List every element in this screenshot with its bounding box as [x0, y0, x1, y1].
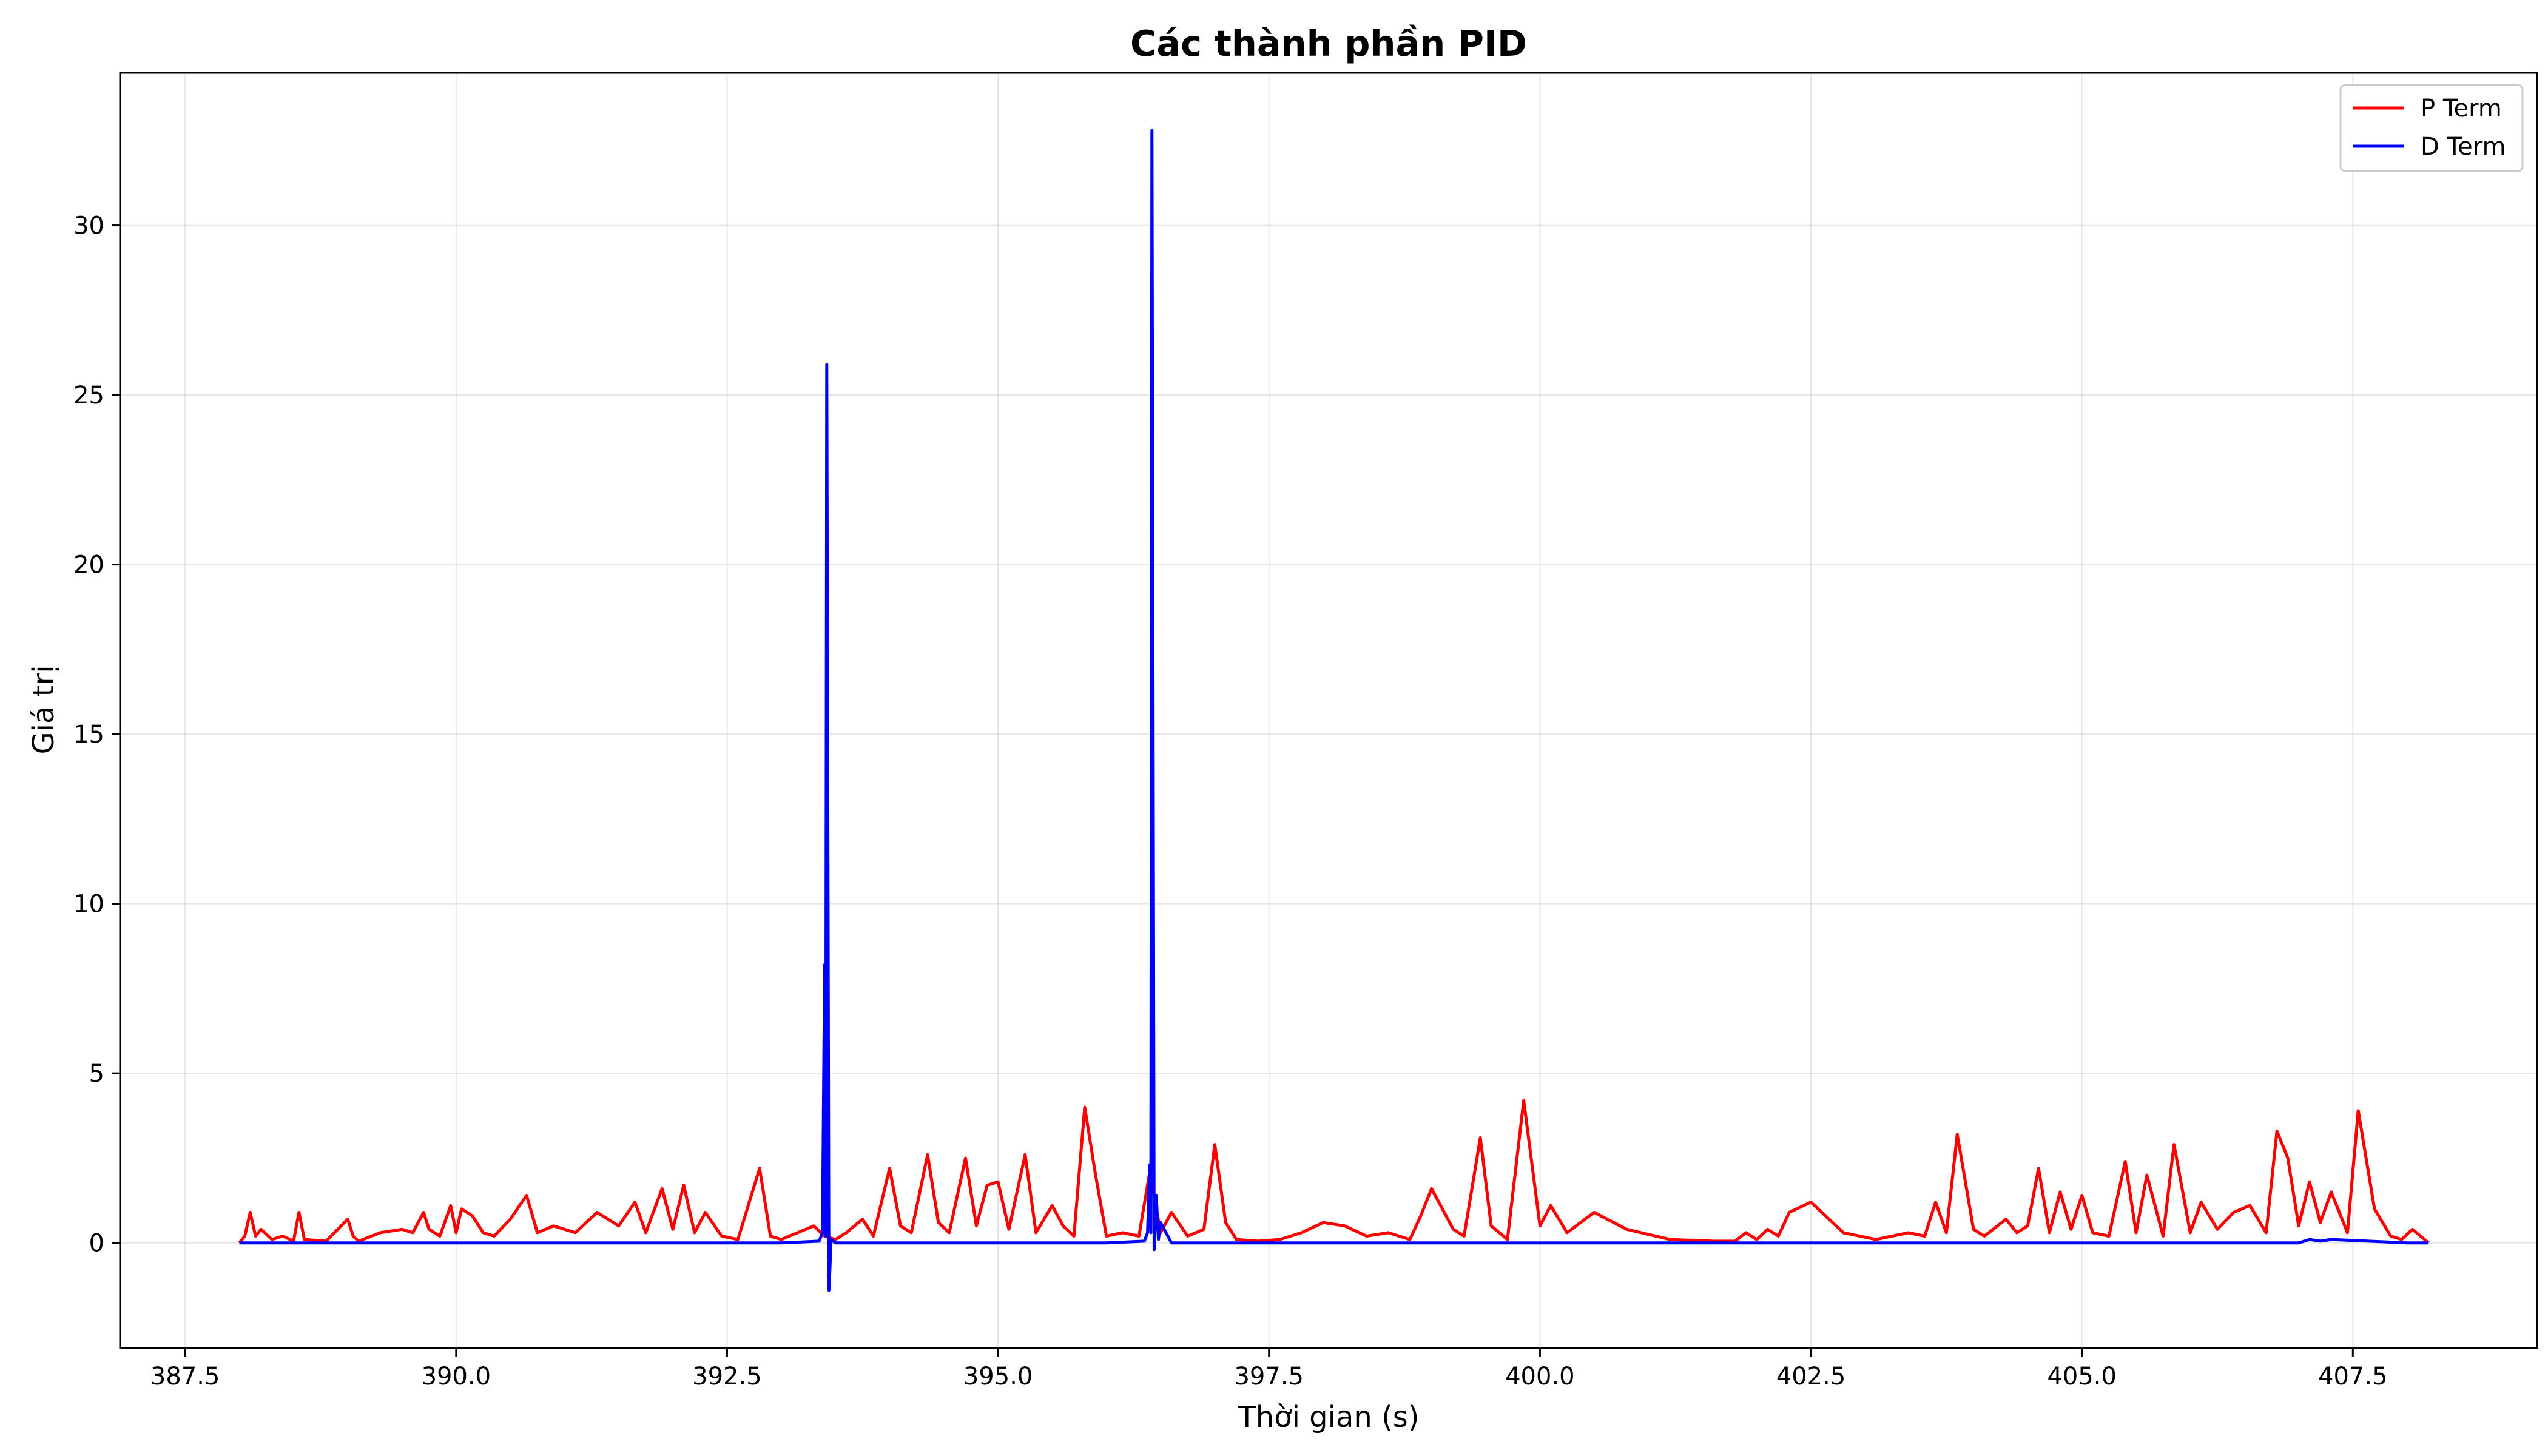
x-tick-label: 397.5	[1234, 1363, 1304, 1390]
series-line-d-term	[239, 129, 2429, 1292]
x-tick-label: 392.5	[692, 1363, 762, 1390]
y-axis-label: Giá trị	[27, 665, 61, 754]
chart-title: Các thành phần PID	[1130, 22, 1527, 64]
y-tick-label: 10	[73, 891, 104, 918]
y-tick-label: 25	[73, 382, 104, 410]
x-axis-label: Thời gian (s)	[1237, 1400, 1419, 1434]
legend-label-d-term: D Term	[2421, 133, 2506, 161]
x-axis-ticks: 387.5 390.0 392.5 395.0 397.5 400.0 402.5 405.0…	[150, 1348, 2388, 1390]
x-tick-label: 402.5	[1776, 1363, 1846, 1390]
x-tick-label: 390.0	[422, 1363, 491, 1390]
legend-label-p-term: P Term	[2421, 95, 2502, 123]
y-tick-label: 20	[73, 551, 104, 579]
x-tick-label: 405.0	[2047, 1363, 2117, 1390]
legend: P Term D Term	[2339, 84, 2524, 172]
x-tick-label: 395.0	[963, 1363, 1033, 1390]
series-layer	[238, 129, 2430, 1292]
y-tick-label: 0	[89, 1230, 104, 1258]
x-tick-label: 400.0	[1505, 1363, 1575, 1390]
y-tick-label: 5	[89, 1060, 104, 1088]
series-line-p-term	[238, 1099, 2430, 1244]
y-tick-label: 30	[73, 212, 104, 240]
y-axis-ticks: 0 5 10 15 20 25 30	[73, 212, 120, 1258]
x-tick-label: 387.5	[150, 1363, 220, 1390]
x-tick-label: 407.5	[2318, 1363, 2388, 1390]
y-tick-label: 15	[73, 721, 104, 749]
plot-frame	[119, 72, 2538, 1349]
